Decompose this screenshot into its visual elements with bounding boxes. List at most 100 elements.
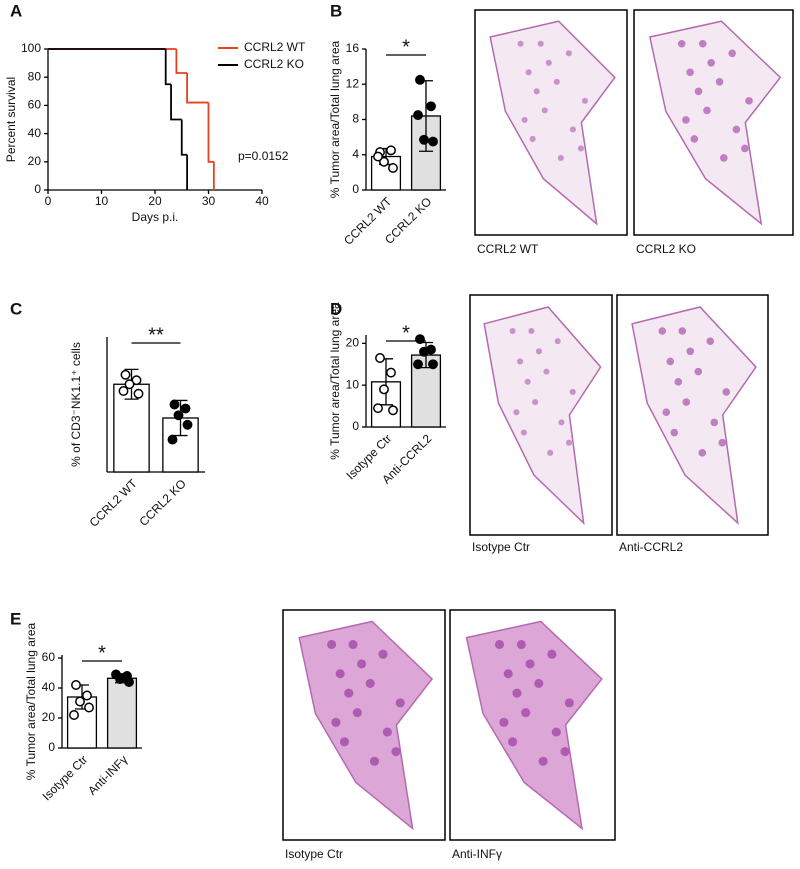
tumor-focus [503, 669, 513, 679]
data-point [82, 690, 92, 701]
tumor-focus [543, 368, 550, 375]
tumor-focus [686, 68, 694, 77]
tumor-focus [524, 378, 531, 385]
tumor-focus [534, 678, 544, 688]
tumor-focus [541, 107, 548, 114]
significance: * [402, 36, 410, 58]
tumor-focus [537, 40, 544, 47]
tumor-focus [565, 439, 573, 446]
tumor-focus [365, 678, 375, 688]
survival-line [175, 49, 188, 74]
data-point [71, 680, 81, 690]
tumor-focus [581, 97, 589, 104]
data-point [182, 419, 193, 430]
data-point [373, 403, 383, 414]
micrograph-caption: Anti-INFγ [452, 847, 502, 861]
y-tick-label: 40 [28, 126, 42, 140]
tumor-focus [557, 154, 564, 162]
tumor-focus [698, 39, 707, 48]
tumor-focus [707, 58, 715, 67]
micrograph-caption: Anti-CCRL2 [619, 540, 683, 554]
survival-line [170, 84, 182, 121]
y-axis-label: % Tumor area/Total lung area [328, 40, 342, 198]
data-point [69, 710, 79, 720]
y-tick-label: 60 [28, 98, 42, 112]
y-tick-label: 8 [352, 112, 359, 126]
tumor-focus [690, 135, 699, 143]
data-point [124, 379, 135, 390]
y-tick-label: 0 [48, 740, 55, 754]
tumor-focus [722, 388, 731, 396]
data-point [84, 702, 94, 713]
tumor-focus [558, 419, 565, 426]
tumor-focus [732, 125, 741, 134]
y-tick-label: 0 [352, 419, 359, 433]
data-point [419, 346, 429, 357]
panel-letter: B [330, 1, 342, 20]
tumor-focus [529, 135, 536, 142]
tumor-focus [516, 639, 526, 650]
lung-section [649, 20, 782, 226]
tumor-focus [382, 727, 392, 737]
tumor-focus [520, 429, 527, 436]
micrograph-caption: Isotype Ctr [285, 847, 343, 861]
tumor-focus [547, 649, 557, 659]
data-point [413, 359, 423, 370]
tumor-focus [554, 338, 561, 345]
tumor-focus [698, 449, 707, 457]
tumor-focus [662, 408, 671, 417]
data-point [133, 388, 144, 399]
data-point [379, 384, 389, 395]
tumor-focus [728, 49, 737, 58]
tumor-focus [715, 78, 724, 86]
tumor-focus [553, 78, 560, 85]
data-point [413, 110, 423, 121]
x-tick-label: 0 [45, 194, 52, 208]
data-point [180, 403, 191, 414]
data-point [118, 386, 129, 396]
y-tick-label: 60 [42, 650, 56, 664]
panel-letter: D [330, 299, 342, 318]
data-point [419, 134, 429, 145]
y-axis-label: % Tumor area/Total lung area [328, 302, 342, 460]
y-tick-label: 40 [42, 680, 56, 694]
tumor-focus [348, 639, 358, 650]
tumor-focus [677, 39, 686, 48]
x-tick-label: CCRL2 WT [87, 476, 141, 530]
data-point [428, 136, 438, 147]
tumor-focus [658, 327, 667, 335]
tumor-focus [560, 746, 570, 757]
data-point [428, 359, 438, 370]
y-tick-label: 0 [352, 182, 359, 196]
legend-label: CCRL2 WT [244, 40, 306, 54]
tumor-focus [499, 717, 509, 727]
y-tick-label: 4 [352, 147, 359, 161]
x-tick-label: 20 [148, 194, 162, 208]
tumor-focus [508, 737, 518, 747]
tumor-focus [532, 399, 539, 406]
survival-line [180, 119, 188, 156]
significance: * [98, 642, 106, 664]
tumor-focus [718, 438, 727, 447]
data-point [388, 405, 398, 416]
tumor-focus [703, 106, 711, 115]
tumor-focus [327, 639, 337, 650]
lung-section [298, 620, 434, 831]
tumor-focus [395, 698, 405, 708]
data-point [373, 151, 383, 162]
data-point [124, 677, 134, 687]
y-tick-label: 16 [346, 41, 360, 55]
tumor-focus [569, 126, 576, 133]
tumor-focus [357, 659, 367, 669]
tumor-focus [682, 116, 690, 124]
tumor-focus [538, 756, 548, 766]
data-point [120, 369, 131, 380]
tumor-focus [745, 97, 753, 105]
panel-letter: E [10, 609, 21, 628]
data-point [169, 399, 180, 410]
tumor-focus [517, 358, 524, 365]
data-point [386, 367, 396, 378]
x-tick-label: 10 [95, 194, 109, 208]
x-tick-label: CCRL2 KO [137, 476, 189, 528]
